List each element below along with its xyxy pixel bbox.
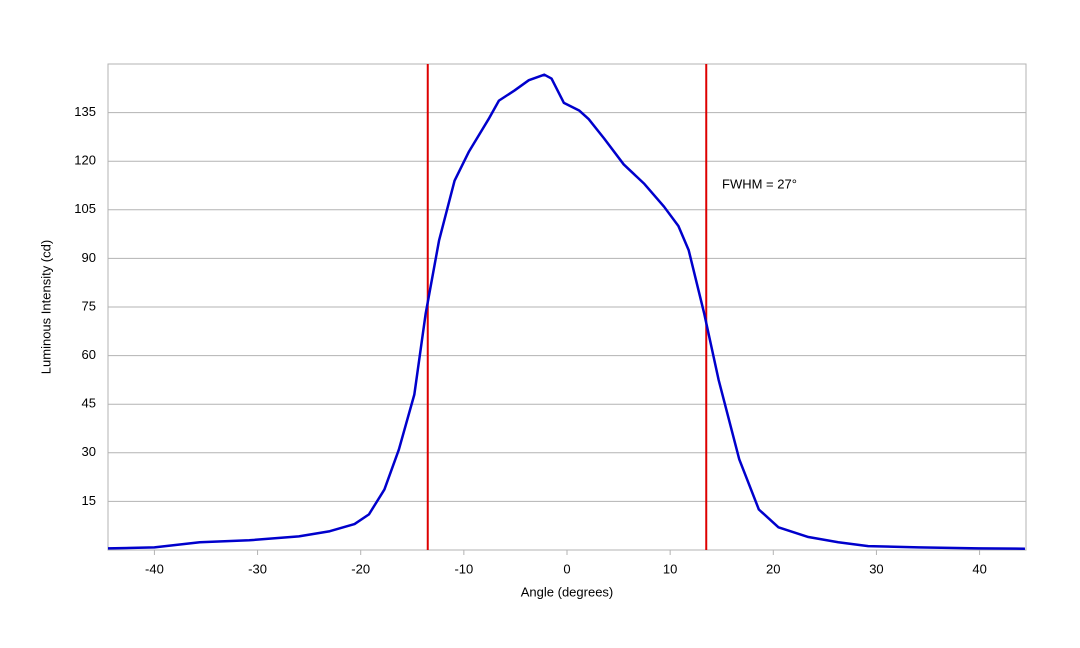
- y-tick-label: 90: [82, 250, 96, 265]
- x-tick-label: 20: [766, 561, 780, 576]
- plot-frame: [107, 63, 1027, 551]
- y-tick-label: 75: [82, 298, 96, 313]
- x-tick-label: -10: [454, 561, 473, 576]
- annotation: FWHM = 27°: [722, 176, 797, 191]
- x-tick-label: -20: [351, 561, 370, 576]
- y-tick-label: 135: [74, 104, 96, 119]
- x-tick-label: 40: [972, 561, 986, 576]
- y-tick-label: 30: [82, 444, 96, 459]
- x-tick-label: -40: [145, 561, 164, 576]
- y-axis-label: Luminous Intensity (cd): [38, 240, 53, 374]
- data-line: [107, 73, 1025, 550]
- y-tick-label: 120: [74, 153, 96, 168]
- y-tick-label: 60: [82, 347, 96, 362]
- y-tick-label: 105: [74, 201, 96, 216]
- x-tick-label: 30: [869, 561, 883, 576]
- x-tick-label: -30: [248, 561, 267, 576]
- y-tick-label: 45: [82, 396, 96, 411]
- x-tick-label: 10: [663, 561, 677, 576]
- x-tick-label: 0: [563, 561, 570, 576]
- x-axis-label: Angle (degrees): [521, 584, 614, 599]
- y-tick-label: 15: [82, 493, 96, 508]
